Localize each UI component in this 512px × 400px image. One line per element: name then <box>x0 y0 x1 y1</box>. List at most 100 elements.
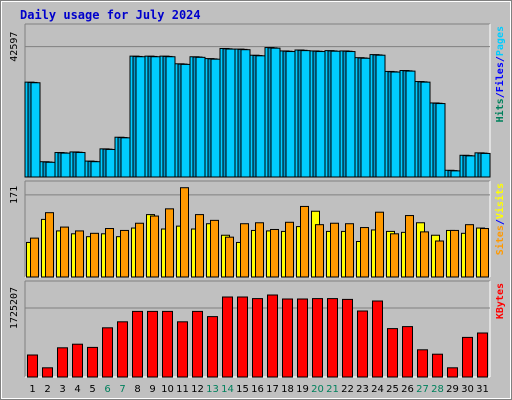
hits-legend-hits-entry: Hits <box>494 98 506 122</box>
kbytes-kbytes-bar-day-28 <box>432 353 443 378</box>
hits-legend-separator: / <box>495 92 506 98</box>
visits-sites-bar-day-27 <box>420 231 429 278</box>
visits-sites-bar-day-25 <box>390 233 399 278</box>
visits-sites-bar-day-12 <box>195 214 204 278</box>
kbytes-kbytes-bar-day-5 <box>87 346 98 378</box>
chart-title: Daily usage for July 2024 <box>20 8 201 22</box>
hits-pages-bar-day-7 <box>120 137 131 178</box>
hits-pages-bar-day-2 <box>45 161 56 178</box>
day-label-22: 22 <box>341 384 354 395</box>
hits-pages-bar-day-26 <box>405 70 416 178</box>
kbytes-kbytes-bar-day-21 <box>327 298 338 378</box>
visits-sites-panel: 171 Sites/Visits <box>9 180 506 278</box>
kbytes-kbytes-bar-day-15 <box>237 296 248 378</box>
kbytes-kbytes-bar-day-12 <box>192 310 203 378</box>
kbytes-kbytes-bar-day-3 <box>57 347 68 378</box>
kbytes-kbytes-bar-day-9 <box>147 310 158 378</box>
hits-pages-bar-day-5 <box>90 161 101 178</box>
kbytes-kbytes-bar-day-14 <box>222 296 233 378</box>
kbytes-panel: 1725207 KBytes <box>9 280 506 378</box>
hits-pages-bar-day-24 <box>375 54 386 178</box>
hits-pages-bar-day-13 <box>210 58 221 178</box>
hits-pages-bar-day-28 <box>435 103 446 178</box>
hits-pages-bar-day-15 <box>240 49 251 178</box>
visits-legend-visits-entry: Visits <box>494 183 506 219</box>
day-label-5: 5 <box>89 384 95 395</box>
visits-sites-bar-day-26 <box>405 215 414 278</box>
visits-sites-bar-day-30 <box>465 224 474 278</box>
visits-sites-bar-day-3 <box>60 226 69 278</box>
kbytes-kbytes-bar-day-22 <box>342 298 353 378</box>
hits-pages-bar-day-31 <box>480 152 491 178</box>
kbytes-legend: KBytes <box>495 283 506 319</box>
day-label-19: 19 <box>296 384 309 395</box>
visits-sites-bar-day-28 <box>435 240 444 278</box>
day-label-1: 1 <box>29 384 35 395</box>
kbytes-kbytes-bar-day-1 <box>27 354 38 378</box>
kbytes-kbytes-bar-day-27 <box>417 349 428 378</box>
kbytes-kbytes-bar-day-13 <box>207 316 218 378</box>
kbytes-kbytes-bar-day-26 <box>402 326 413 378</box>
visits-sites-bar-day-5 <box>90 232 99 278</box>
hits-pages-bar-day-18 <box>285 51 296 178</box>
hits-pages-bar-day-8 <box>135 56 146 178</box>
hits-pages-bar-day-12 <box>195 56 206 178</box>
day-label-25: 25 <box>386 384 399 395</box>
kbytes-kbytes-bar-day-24 <box>372 300 383 378</box>
day-label-20: 20 <box>311 384 324 395</box>
visits-sites-bar-day-22 <box>345 223 354 278</box>
visits-sites-bar-day-24 <box>375 211 384 278</box>
hits-pages-bar-day-27 <box>420 81 431 178</box>
day-label-2: 2 <box>44 384 50 395</box>
day-label-15: 15 <box>236 384 249 395</box>
day-label-14: 14 <box>221 384 234 395</box>
day-label-7: 7 <box>119 384 125 395</box>
visits-legend-sites-entry: Sites <box>494 225 506 255</box>
visits-sites-bar-day-29 <box>450 229 459 278</box>
visits-legend: Sites/Visits <box>494 183 506 255</box>
kbytes-kbytes-bar-day-4 <box>72 343 83 378</box>
visits-sites-bar-day-16 <box>255 222 264 278</box>
visits-sites-bar-day-6 <box>105 228 114 278</box>
day-label-29: 29 <box>446 384 459 395</box>
visits-sites-bar-day-20 <box>315 224 324 278</box>
hits-pages-bar-day-17 <box>270 47 281 178</box>
kbytes-kbytes-bar-day-11 <box>177 321 188 378</box>
day-label-12: 12 <box>191 384 204 395</box>
visits-sites-bar-day-8 <box>135 222 144 278</box>
kbytes-max-label: 1725207 <box>9 287 20 329</box>
hits-pages-bar-day-25 <box>390 71 401 178</box>
kbytes-kbytes-bar-day-8 <box>132 310 143 378</box>
day-label-6: 6 <box>104 384 110 395</box>
hits-pages-bar-day-23 <box>360 57 371 178</box>
hits-pages-bar-day-29 <box>450 170 461 178</box>
kbytes-kbytes-bar-day-17 <box>267 294 278 378</box>
hits-pages-bar-day-9 <box>150 56 161 178</box>
kbytes-kbytes-bar-day-30 <box>462 336 473 378</box>
visits-sites-bar-day-19 <box>300 205 309 278</box>
hits-pages-bar-day-4 <box>75 152 86 178</box>
kbytes-kbytes-bar-day-25 <box>387 328 398 378</box>
visits-sites-bar-day-4 <box>75 230 84 278</box>
visits-sites-bar-day-1 <box>30 237 39 278</box>
visits-sites-bar-day-13 <box>210 219 219 278</box>
visits-sites-bar-day-31 <box>480 228 489 278</box>
kbytes-kbytes-bar-day-31 <box>477 332 488 378</box>
kbytes-kbytes-bar-day-10 <box>162 310 173 378</box>
hits-pages-bar-day-14 <box>225 48 236 178</box>
visits-sites-bar-day-15 <box>240 223 249 278</box>
day-label-27: 27 <box>416 384 429 395</box>
hits-max-label: 42597 <box>9 32 20 62</box>
visits-legend--entry: / <box>495 219 506 225</box>
hits-pages-bar-day-1 <box>30 82 41 178</box>
kbytes-kbytes-bar-day-16 <box>252 298 263 378</box>
visits-sites-bar-day-17 <box>270 228 279 278</box>
day-label-30: 30 <box>461 384 474 395</box>
visits-sites-bar-day-7 <box>120 229 129 278</box>
kbytes-kbytes-bar-day-6 <box>102 327 113 378</box>
day-label-10: 10 <box>161 384 174 395</box>
kbytes-kbytes-bar-day-7 <box>117 321 128 378</box>
